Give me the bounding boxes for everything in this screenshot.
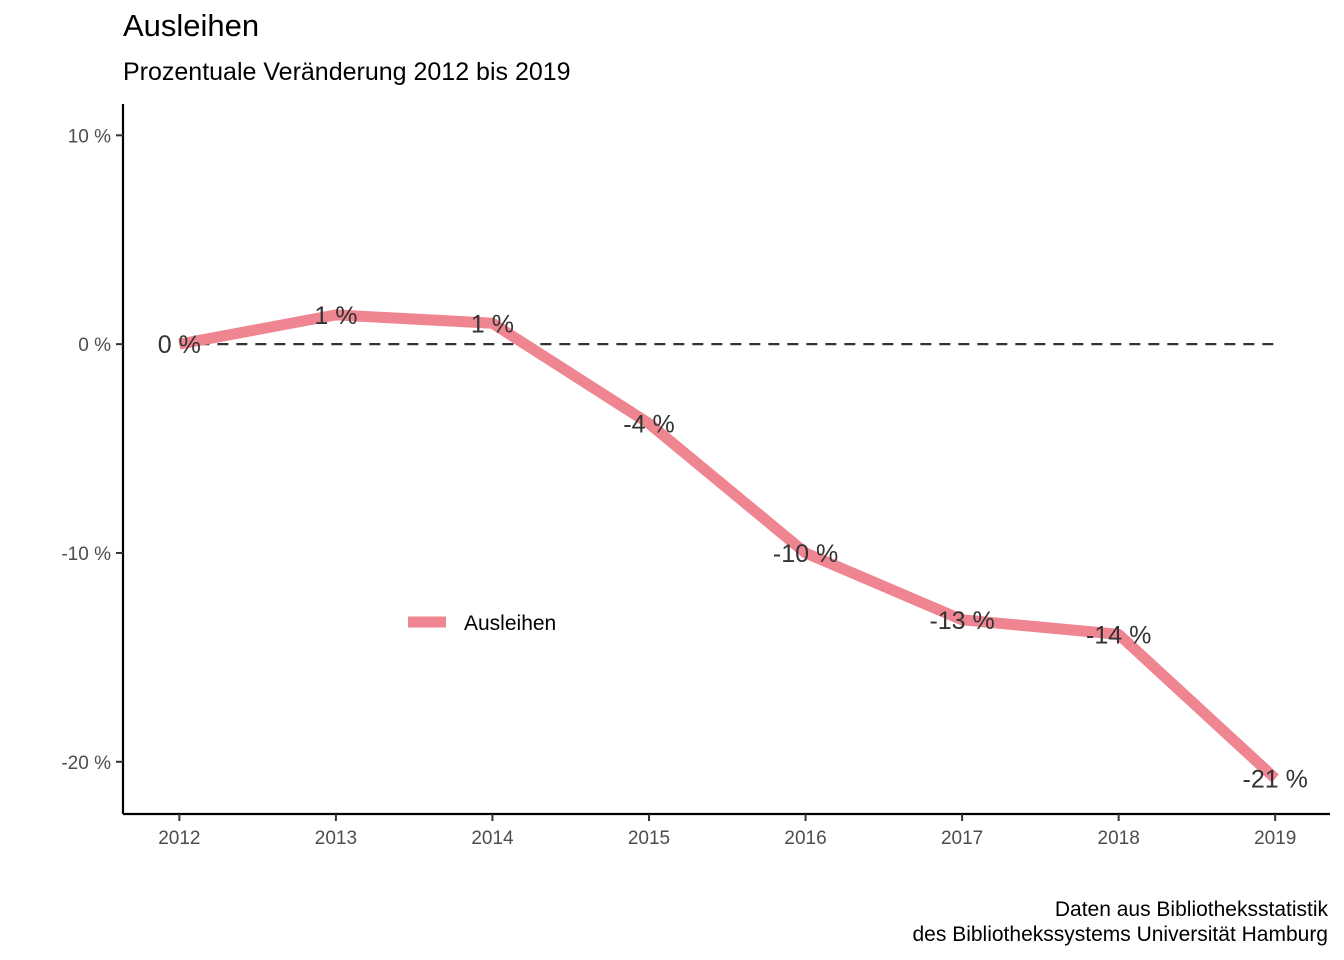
series-line-ausleihen: [178, 309, 1279, 783]
x-tick-label: 2012: [158, 828, 200, 849]
y-tick-label: -20 %: [61, 753, 111, 774]
y-tick-label: 0 %: [78, 335, 111, 356]
x-tick-label: 2019: [1254, 828, 1296, 849]
data-label: -13 %: [929, 607, 994, 635]
x-tick-label: 2014: [471, 828, 514, 849]
data-label: 1 %: [314, 302, 357, 330]
data-label: 0 %: [158, 331, 201, 359]
legend-label-ausleihen: Ausleihen: [464, 612, 556, 635]
x-tick-label: 2015: [628, 828, 670, 849]
chart-title: Ausleihen: [123, 8, 260, 43]
caption-line-2: des Bibliothekssystems Universität Hambu…: [912, 923, 1329, 946]
x-tick-label: 2017: [941, 828, 983, 849]
series-group: [178, 309, 1279, 783]
legend: Ausleihen: [408, 612, 556, 635]
data-label: 1 %: [471, 310, 514, 338]
axes: 10 % 0 % -10 % -20 % 2012 2013 2014 2015 2016 201…: [61, 104, 1330, 849]
x-tick-label: 2016: [784, 828, 826, 849]
data-label: -14 %: [1086, 621, 1151, 649]
data-label: -10 %: [773, 540, 838, 568]
data-labels: 0 % 1 % 1 % -4 % -10 % -13 % -14 % -21 %: [158, 302, 1308, 794]
caption-line-1: Daten aus Bibliotheksstatistik: [1054, 898, 1328, 921]
x-tick-label: 2018: [1098, 828, 1140, 849]
y-tick-label: -10 %: [61, 544, 111, 565]
x-tick-label: 2013: [315, 828, 357, 849]
data-label: -4 %: [623, 411, 674, 439]
data-label: -21 %: [1243, 766, 1308, 794]
y-tick-label: 10 %: [68, 126, 111, 147]
chart-subtitle: Prozentuale Veränderung 2012 bis 2019: [123, 58, 571, 86]
